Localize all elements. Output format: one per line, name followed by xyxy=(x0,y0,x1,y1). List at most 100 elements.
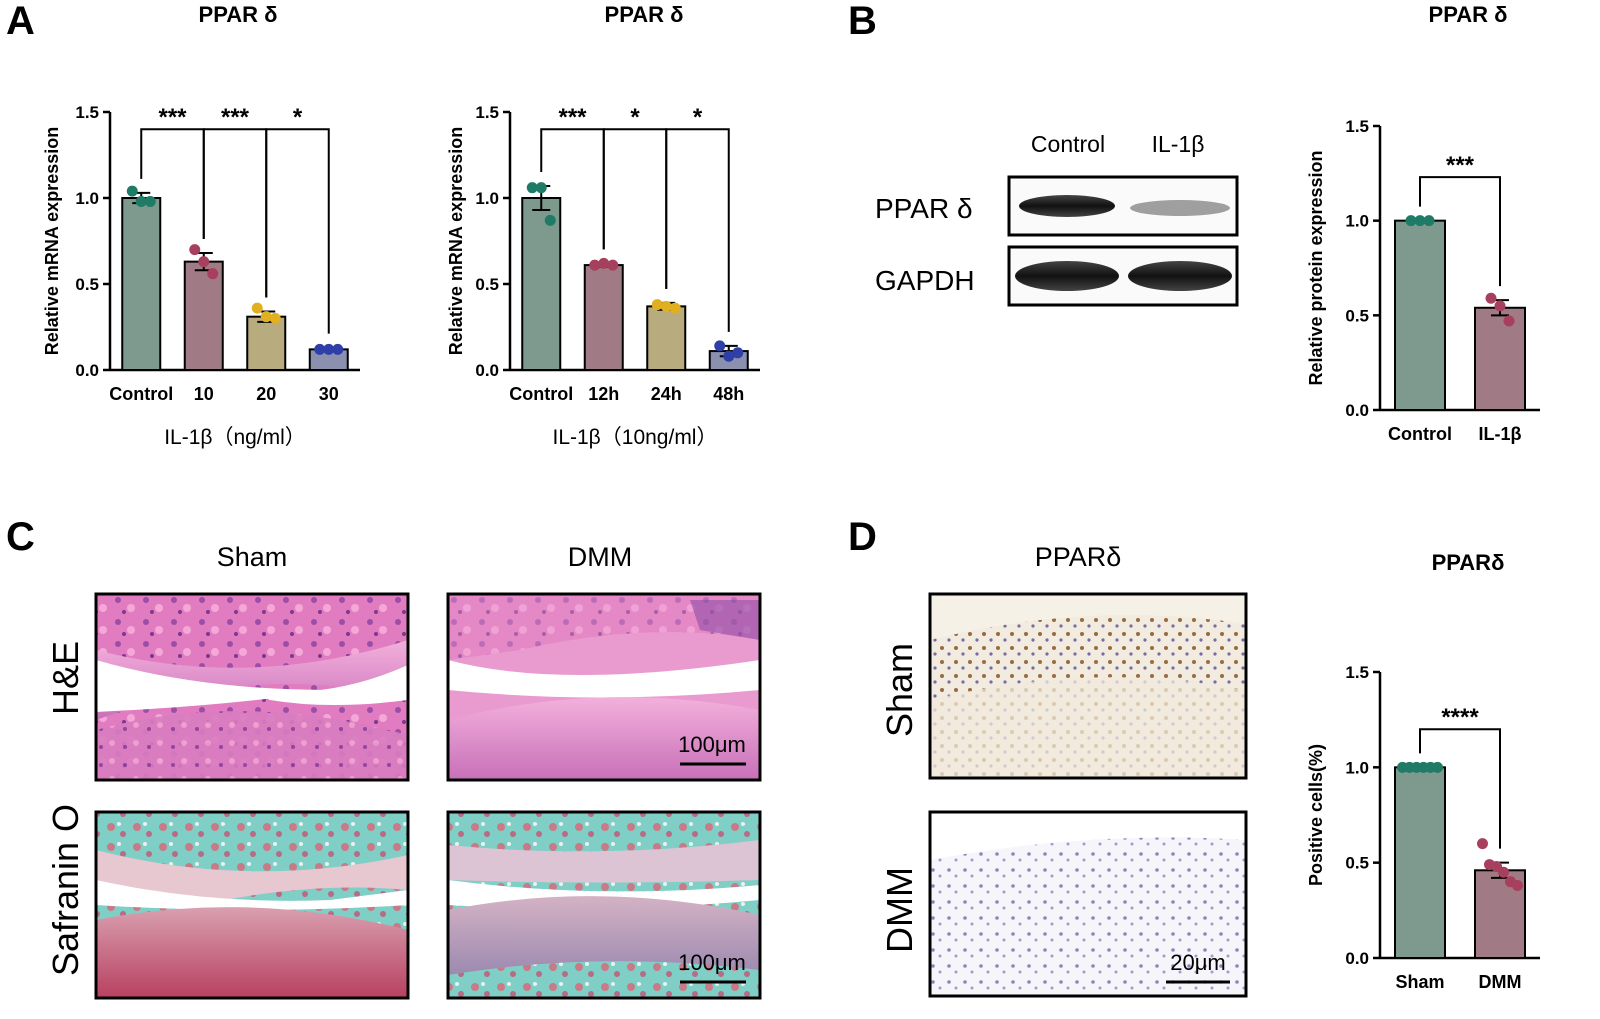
chart-a1-point xyxy=(189,244,201,256)
chart-a2-point xyxy=(535,182,547,194)
histology-panel: Sham DMM H&E Safranin O xyxy=(45,542,762,1000)
chart-a2-bar xyxy=(583,264,624,371)
band-ppar-control xyxy=(1019,195,1115,217)
image-he-dmm xyxy=(446,592,762,782)
ihc-column-label: PPARδ xyxy=(1035,542,1122,572)
chart-a2-significance-label: * xyxy=(630,104,640,131)
chart-a2-point xyxy=(723,350,735,362)
chart-a2-point xyxy=(669,302,681,314)
chart-d-point xyxy=(1477,838,1488,850)
chart-a2-title: PPAR δ xyxy=(605,2,684,27)
image-he-sham xyxy=(94,592,410,782)
chart-a2-ytick-label: 1.0 xyxy=(475,189,499,208)
chart-b-ytick-label: 1.0 xyxy=(1345,212,1369,231)
scale-label-he: 100μm xyxy=(678,732,746,757)
chart-a2-point xyxy=(607,259,619,271)
chart-a2-ytick-label: 0.0 xyxy=(475,361,499,380)
row-label-he: H&E xyxy=(45,641,86,715)
chart-a2-significance-bracket xyxy=(665,128,730,332)
ihc-panel: PPARδ Sham DMM 20μm xyxy=(879,542,1248,998)
chart-a2-point xyxy=(598,257,610,269)
chart-a2-bar xyxy=(521,197,562,371)
chart-d-y-label: Positive cells(%) xyxy=(1306,744,1326,886)
chart-a1-category-label: 20 xyxy=(256,384,276,404)
image-ihc-dmm xyxy=(928,810,1248,998)
chart-b-ytick-label: 0.5 xyxy=(1345,306,1369,325)
band-ppar-il1b xyxy=(1130,200,1230,216)
chart-b-category-label: Control xyxy=(1388,424,1452,444)
chart-a1-bar xyxy=(183,260,224,372)
chart-a2-ytick-label: 1.5 xyxy=(475,103,499,122)
panel-letter-c: C xyxy=(6,515,35,559)
blot-row-ppar: PPAR δ xyxy=(875,193,973,224)
chart-a1-ytick-label: 0.0 xyxy=(75,361,99,380)
blot-lane-control: Control xyxy=(1031,131,1105,157)
ihc-row-sham: Sham xyxy=(879,643,920,737)
chart-d-point xyxy=(1498,866,1509,878)
chart-a2-ytick-label: 0.5 xyxy=(475,275,499,294)
chart-b-y-label: Relative protein expression xyxy=(1306,150,1326,385)
chart-a1-point xyxy=(269,312,281,324)
chart-a1-point xyxy=(332,343,344,355)
chart-a1-point xyxy=(207,268,219,280)
chart-a1-significance-bracket xyxy=(265,128,330,334)
chart-d-significance-label: **** xyxy=(1441,704,1479,731)
chart-a1-point xyxy=(323,343,335,355)
chart-d-category-label: Sham xyxy=(1395,972,1444,992)
chart-d-ytick-label: 1.5 xyxy=(1345,663,1369,682)
chart-b-point xyxy=(1414,215,1426,227)
chart-a1-point xyxy=(251,302,263,314)
panel-letter-a: A xyxy=(6,0,35,43)
chart-a2-category-label: 24h xyxy=(651,384,682,404)
chart-a1-ytick-label: 1.5 xyxy=(75,103,99,122)
image-safranin-sham xyxy=(94,810,410,1000)
chart-b-bar xyxy=(1394,219,1446,411)
chart-a2-point xyxy=(714,340,726,352)
band-gapdh-il1b xyxy=(1128,261,1232,291)
ihc-row-dmm: DMM xyxy=(879,867,920,953)
chart-protein: PPAR δ 0.0 0.5 1.0 1.5 Relative protein expre… xyxy=(1306,2,1540,444)
chart-a1-bar xyxy=(121,197,162,371)
chart-a1-significance-label: *** xyxy=(221,104,250,131)
chart-b-ytick-label: 0.0 xyxy=(1345,401,1369,420)
chart-a1-point xyxy=(135,195,147,207)
chart-d-point xyxy=(1432,761,1443,773)
chart-a1-point xyxy=(126,185,138,197)
chart-b-significance-bracket xyxy=(1419,176,1501,287)
western-blot: Control IL-1β PPAR δ GAPDH xyxy=(875,131,1239,307)
panel-letter-b: B xyxy=(848,0,877,43)
chart-b-point xyxy=(1503,315,1515,327)
chart-b-bar xyxy=(1474,306,1526,412)
chart-a1-point xyxy=(198,256,210,268)
chart-a2-significance-label: *** xyxy=(558,104,587,131)
image-ihc-sham xyxy=(928,592,1248,780)
chart-a1-title: PPAR δ xyxy=(199,2,278,27)
chart-a1-significance-label: *** xyxy=(158,104,187,131)
chart-d-category-label: DMM xyxy=(1479,972,1522,992)
chart-a2-bar xyxy=(646,305,687,371)
chart-a1-point xyxy=(314,343,326,355)
chart-d-ytick-label: 1.0 xyxy=(1345,758,1369,777)
chart-a1-category-label: Control xyxy=(109,384,173,404)
chart-a1-category-label: 10 xyxy=(194,384,214,404)
chart-a2-point xyxy=(589,259,601,271)
blot-row-gapdh: GAPDH xyxy=(875,265,975,296)
chart-b-ytick-label: 1.5 xyxy=(1345,117,1369,136)
chart-b-category-label: IL-1β xyxy=(1479,424,1522,444)
chart-a2-point xyxy=(651,299,663,311)
chart-a2-point xyxy=(526,182,538,194)
chart-b-point xyxy=(1494,300,1506,312)
chart-d-bar xyxy=(1394,766,1446,959)
col-label-dmm: DMM xyxy=(568,542,632,572)
chart-a2-significance-label: * xyxy=(693,104,703,131)
chart-d-ytick-label: 0.5 xyxy=(1345,854,1369,873)
scale-label-safranin: 100μm xyxy=(678,950,746,975)
chart-b-point xyxy=(1423,215,1435,227)
chart-d-ytick-label: 0.0 xyxy=(1345,949,1369,968)
chart-mrna-time: PPAR δ 0.0 0.5 1.0 1.5 Relative mRNA expressi… xyxy=(446,2,760,449)
chart-a2-category-label: Control xyxy=(509,384,573,404)
chart-a2-category-label: 48h xyxy=(713,384,744,404)
chart-a2-category-label: 12h xyxy=(588,384,619,404)
chart-b-point xyxy=(1485,292,1497,304)
